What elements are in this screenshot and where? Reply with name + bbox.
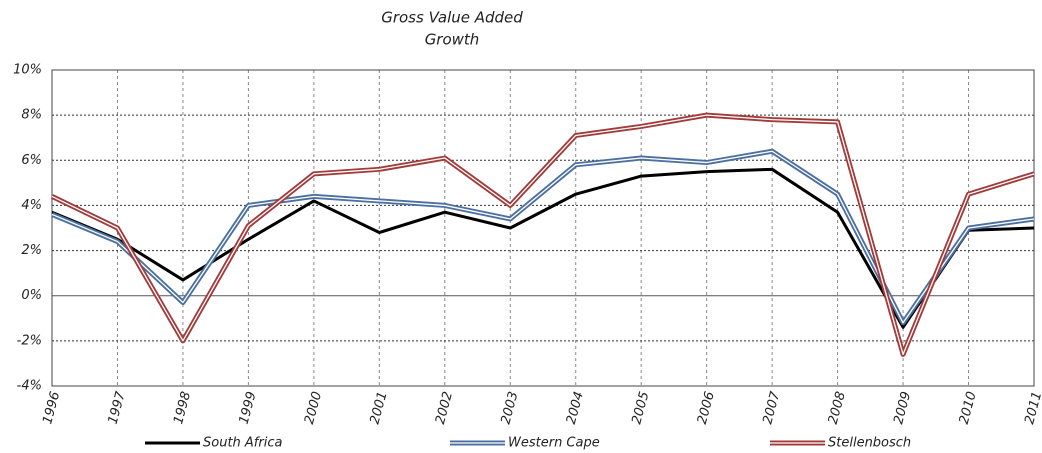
x-tick-label: 2004: [564, 390, 587, 426]
series-line: [51, 167, 1035, 329]
x-tick-label: 2001: [368, 390, 391, 426]
y-tick-label: 8%: [21, 108, 42, 123]
plot-frame: [51, 69, 1035, 387]
x-tick-label: 2005: [629, 390, 652, 426]
legend-label: Western Cape: [508, 436, 600, 451]
legend-label: South Africa: [203, 436, 282, 451]
y-tick-label: 10%: [13, 63, 42, 78]
x-tick-label: 1997: [106, 389, 129, 426]
x-tick-label: 2008: [826, 390, 849, 426]
x-tick-label: 1999: [237, 390, 260, 426]
series-line-highlight: [51, 114, 1035, 356]
series-line-highlight: [51, 150, 1035, 324]
legend-label: Stellenbosch: [828, 436, 911, 451]
y-tick-label: -2%: [17, 333, 42, 348]
chart-title: Gross Value Added: [381, 9, 523, 27]
y-tick-label: -4%: [17, 379, 42, 394]
x-tick-label: 2000: [302, 390, 325, 426]
x-tick-label: 2011: [1022, 390, 1042, 426]
x-tick-label: 2002: [433, 390, 456, 426]
x-tick-label: 2006: [695, 390, 718, 426]
x-tick-label: 2003: [498, 390, 521, 426]
x-tick-label: 1998: [171, 390, 194, 426]
chart-subtitle: Growth: [425, 31, 480, 49]
y-tick-label: 4%: [21, 198, 42, 213]
y-tick-label: 0%: [21, 288, 42, 303]
y-tick-label: 2%: [21, 243, 42, 258]
x-tick-label: 1996: [40, 390, 63, 426]
y-tick-label: 6%: [21, 153, 42, 168]
x-tick-label: 2010: [957, 390, 980, 426]
x-tick-label: 2007: [760, 389, 783, 426]
x-tick-label: 2009: [891, 390, 914, 426]
series-line: [50, 112, 1035, 357]
